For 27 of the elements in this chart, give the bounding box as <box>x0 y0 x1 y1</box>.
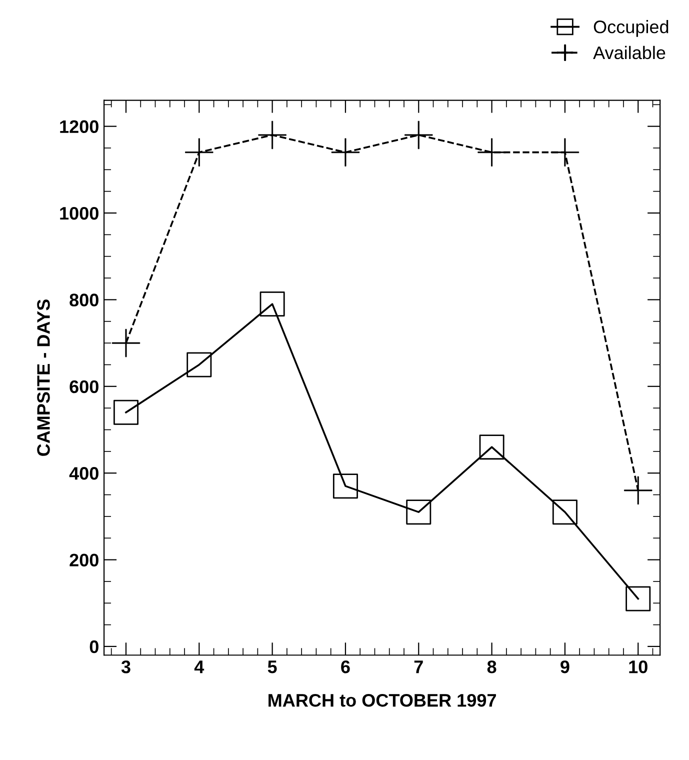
x-tick-label: 5 <box>268 660 277 674</box>
x-tick-label: 7 <box>414 660 423 674</box>
legend-label: Occupied <box>594 20 668 37</box>
point <box>552 500 578 525</box>
y-tick-label: 0 <box>90 640 98 654</box>
legend-label: Available <box>593 46 666 60</box>
point <box>260 292 285 317</box>
y-tick-label: 600 <box>70 380 98 394</box>
x-tick-label: 8 <box>487 660 496 674</box>
y-tick-label: 800 <box>70 294 98 306</box>
point <box>626 586 651 612</box>
x-tick-label: 10 <box>629 660 648 674</box>
point <box>406 500 432 525</box>
x-tick-label: 6 <box>341 660 350 674</box>
x-tick-label: 4 <box>194 660 204 674</box>
y-tick-label: 1200 <box>60 120 98 134</box>
y-tick-label: 400 <box>69 467 98 480</box>
x-tick-label: 3 <box>121 660 130 674</box>
point <box>113 400 138 425</box>
point <box>479 434 504 460</box>
x-axis-title: MARCH to OCTOBER 1997 <box>268 694 496 707</box>
y-axis-title: CAMPSITE - DAYS <box>37 300 50 456</box>
point <box>332 474 358 499</box>
point <box>186 352 212 378</box>
y-tick-label: 200 <box>70 554 98 566</box>
x-tick-label: 9 <box>560 660 570 674</box>
y-tick-label: 1000 <box>60 206 98 220</box>
